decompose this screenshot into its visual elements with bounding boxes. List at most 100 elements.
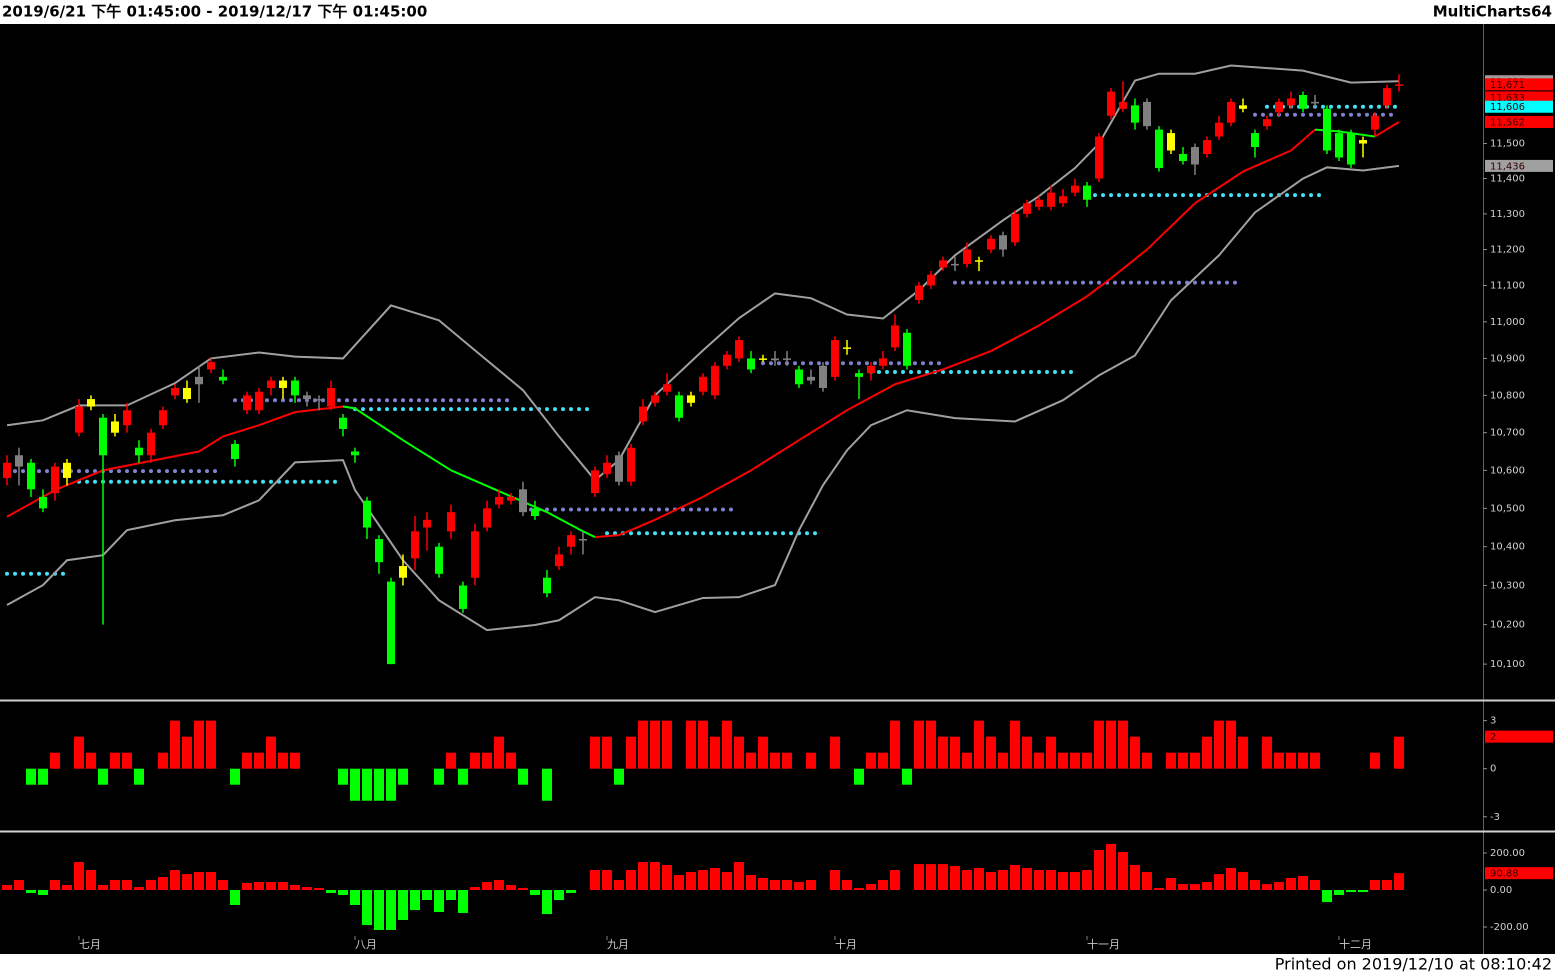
indicator-bar <box>854 768 864 785</box>
indicator-bar <box>158 877 168 890</box>
moving-average <box>342 405 356 410</box>
moving-average <box>1242 149 1292 173</box>
indicator-bar <box>506 752 516 769</box>
indicator-bar <box>1262 884 1272 890</box>
candle-body <box>327 387 335 407</box>
indicator-bar <box>1286 752 1296 769</box>
indicator-bar <box>1178 752 1188 769</box>
y-tick-label: 11,000 <box>1490 317 1525 328</box>
x-tick-label: 十月 <box>835 937 857 951</box>
indicator-bar <box>878 880 888 890</box>
candle-body <box>207 362 215 370</box>
candle-body <box>1275 101 1283 113</box>
price-flag <box>1485 115 1553 128</box>
indicator-bar <box>626 736 636 769</box>
indicator-bar <box>590 736 600 769</box>
candle-body <box>495 496 503 505</box>
candle-body <box>747 358 755 370</box>
indicator-bar <box>986 872 996 890</box>
y-tick-label: 10,600 <box>1490 465 1525 476</box>
y-tick-label: 3 <box>1490 716 1496 727</box>
indicator-bar <box>1358 890 1368 893</box>
candle-body <box>1023 203 1031 214</box>
candle-body <box>807 376 815 381</box>
candle-body <box>687 395 695 403</box>
candle-body <box>975 260 983 262</box>
indicator-bar <box>326 890 336 893</box>
indicator-bar <box>62 885 72 890</box>
candle-body <box>507 496 515 501</box>
candle-body <box>423 519 431 528</box>
indicator-bar <box>1214 874 1224 890</box>
indicator-bar <box>746 875 756 890</box>
candle-body <box>987 238 995 250</box>
moving-average <box>582 530 596 539</box>
indicator-bar <box>338 890 348 895</box>
indicator-bar <box>662 865 672 890</box>
moving-average <box>894 368 944 386</box>
candle-body <box>867 365 875 374</box>
price-flag-label: 90.88 <box>1490 869 1519 880</box>
indicator-bar <box>938 736 948 769</box>
indicator-bar <box>422 890 432 900</box>
x-tick-label: 九月 <box>607 938 629 951</box>
candle-body <box>855 373 863 377</box>
candle-body <box>639 406 647 422</box>
indicator-bar <box>1322 890 1332 903</box>
indicator-bar <box>254 752 264 769</box>
moving-average <box>222 424 260 438</box>
candle-body <box>891 325 899 348</box>
indicator-bar <box>410 890 420 910</box>
indicator-bar <box>950 736 960 769</box>
candle-body <box>1011 213 1019 243</box>
candle-body <box>627 447 635 482</box>
indicator-bar <box>74 736 84 769</box>
indicator-bar <box>2 885 12 890</box>
candle-body <box>447 512 455 532</box>
moving-average <box>1038 295 1088 327</box>
indicator-bar <box>878 752 888 769</box>
indicator-bar <box>122 880 132 890</box>
indicator-bar <box>86 752 96 769</box>
indicator-bar <box>26 768 36 785</box>
candle-body <box>531 508 539 516</box>
y-tick-label: 11,200 <box>1490 245 1525 256</box>
indicator-bar <box>74 862 84 890</box>
indicator-bar <box>1046 870 1056 890</box>
indicator-bar <box>890 870 900 890</box>
moving-average <box>1146 202 1196 251</box>
candle-body <box>1119 101 1127 109</box>
indicator-bar <box>518 768 528 785</box>
indicator-bar <box>746 752 756 769</box>
candle-body <box>795 369 803 385</box>
indicator-bar <box>962 870 972 890</box>
candle-body <box>1335 133 1343 158</box>
indicator-bar <box>794 882 804 890</box>
candle-body <box>39 496 47 509</box>
indicator-bar <box>566 890 576 893</box>
indicator-bar <box>1286 877 1296 890</box>
candle-body <box>147 432 155 456</box>
indicator-bar <box>1094 850 1104 890</box>
y-tick-label: 10,900 <box>1490 353 1525 364</box>
candle-body <box>471 531 479 578</box>
date-range: 2019/6/21 下午 01:45:00 - 2019/12/17 下午 01… <box>2 3 427 21</box>
candle-body <box>519 489 527 513</box>
indicator-bar <box>890 720 900 769</box>
indicator-bar <box>1010 720 1020 769</box>
indicator-bar <box>158 752 168 769</box>
candle-body <box>75 406 83 433</box>
indicator-bar <box>1334 890 1344 895</box>
candle-body <box>615 455 623 482</box>
indicator-bar <box>14 880 24 890</box>
candle-body <box>459 585 467 609</box>
indicator-bar <box>926 720 936 769</box>
price-flag <box>1485 91 1553 104</box>
indicator-bar <box>206 872 216 890</box>
indicator-bar <box>278 752 288 769</box>
candle-body <box>1059 196 1067 204</box>
indicator-bar <box>254 882 264 890</box>
moving-average <box>546 511 584 533</box>
indicator-bar <box>470 887 480 890</box>
